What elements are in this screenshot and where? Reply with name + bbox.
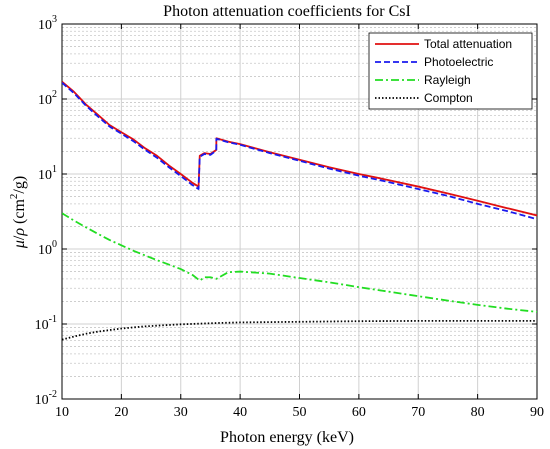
series-line-compton [62, 320, 537, 341]
y-tick-label: 103 [38, 14, 57, 33]
x-tick-label: 10 [55, 405, 69, 420]
ticks: 10 20 30 40 50 60 70 80 90 10-2 10-1 100 101 102 103 [35, 14, 544, 420]
y-label-slash: / [11, 235, 28, 240]
y-tick-label: 102 [38, 89, 57, 108]
legend: Total attenuation Photoelectric Rayleigh Co… [368, 32, 533, 110]
y-tick-label: 10-2 [35, 389, 57, 408]
y-label-rho: ρ [11, 228, 28, 237]
y-axis-label: μ/ρ (cm2/g) [8, 176, 28, 249]
x-tick-label: 30 [174, 405, 188, 420]
series-layer [62, 81, 537, 341]
y-tick-label: 100 [38, 239, 57, 258]
y-label-unit-exp: 2 [8, 194, 20, 200]
x-tick-label: 20 [114, 405, 128, 420]
legend-label: Photoelectric [424, 55, 493, 69]
x-tick-label: 60 [352, 405, 366, 420]
x-tick-label: 50 [293, 405, 307, 420]
y-label-unit-close: /g) [11, 176, 28, 194]
series-line-photoelectric [62, 82, 537, 221]
legend-label: Compton [424, 91, 473, 105]
chart-title: Photon attenuation coefficients for CsI [163, 3, 411, 20]
x-tick-label: 70 [411, 405, 425, 420]
legend-label: Rayleigh [424, 73, 471, 87]
x-tick-label: 80 [471, 405, 485, 420]
legend-box [368, 32, 533, 110]
y-label-mu: μ [11, 240, 28, 249]
y-tick-label: 101 [38, 164, 57, 183]
series-line-total-attenuation [62, 81, 537, 217]
x-tick-label: 90 [530, 405, 544, 420]
y-label-unit-open: (cm [11, 199, 28, 224]
series-line-rayleigh [62, 212, 537, 313]
legend-label: Total attenuation [424, 37, 512, 51]
x-axis-label: Photon energy (keV) [220, 429, 354, 446]
y-tick-label: 10-1 [35, 314, 57, 333]
x-tick-label: 40 [233, 405, 247, 420]
